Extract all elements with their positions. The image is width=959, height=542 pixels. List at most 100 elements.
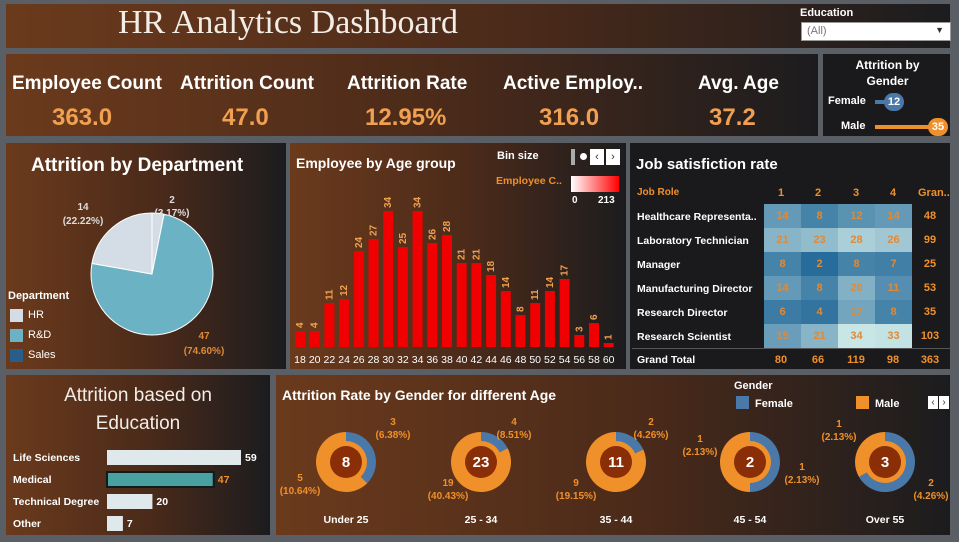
age-bar[interactable] [442,235,452,347]
heatmap-cell[interactable]: 2 [801,252,838,276]
gender-female-knob[interactable]: 12 [884,93,904,111]
age-bar[interactable] [544,291,555,347]
age-bar[interactable] [324,303,335,347]
legend-label-hr: HR [28,309,44,321]
heatmap-cell[interactable]: 15 [764,324,801,348]
age-bar[interactable] [368,239,379,347]
age-bar[interactable] [603,343,614,347]
education-panel: Attrition based on Education Life Scienc… [6,375,270,535]
education-bar[interactable] [106,471,215,488]
age-bar[interactable] [353,251,364,347]
age-tick-label: 24 [338,354,350,366]
age-bar[interactable] [339,299,350,347]
heatmap-cell[interactable]: 7 [875,252,912,276]
donut-total-label: 23 [473,454,490,471]
heatmap-cell[interactable]: 4 [801,300,838,324]
age-bar[interactable] [530,303,541,347]
gender-age-title: Attrition Rate by Gender for different A… [282,387,557,403]
donut-female-pct-label: (2.13%) [682,447,717,458]
heatmap-cell[interactable]: 14 [764,204,801,228]
heatmap-cell[interactable]: 8 [764,252,801,276]
heatmap-row-label: Manager [637,259,681,271]
bin-size-slider-track[interactable] [571,149,575,165]
age-bar[interactable] [574,335,585,347]
education-bar[interactable] [107,516,123,531]
age-bar-value-label: 17 [560,264,571,276]
heatmap-row-label: Research Scientist [637,331,731,343]
heatmap-row-label: Healthcare Representa.. [637,211,757,223]
donut-female-pct-label: (4.26%) [633,430,668,441]
heatmap-cell[interactable]: 14 [764,276,801,300]
education-category-label: Technical Degree [13,496,99,508]
age-bar[interactable] [309,331,320,347]
attrition-gender-panel: Attrition by Gender Female 12 Male 35 [823,54,950,136]
pie-slice-rd[interactable] [90,213,214,336]
legend-prev-icon[interactable]: ‹ [928,396,938,409]
grand-total-value: 66 [811,354,825,366]
job-satisfaction-heatmap: 14 8 12 14 21 23 28 26 8 2 8 7 14 8 20 11 6 4 17 8 15 21 34 33 [764,204,912,348]
header-panel [6,4,950,48]
kpi-active-employees-label: Active Employ.. [503,73,644,94]
heatmap-cell[interactable]: 6 [764,300,801,324]
heatmap-cell[interactable]: 21 [764,228,801,252]
heatmap-cell[interactable]: 8 [801,276,838,300]
grand-total-value: 80 [774,354,788,366]
pie-label-hr-value: 2 [169,195,175,206]
heatmap-cell[interactable]: 14 [875,204,912,228]
bin-size-slider-knob[interactable] [580,153,587,160]
heatmap-cell[interactable]: 26 [875,228,912,252]
age-bar[interactable] [427,243,438,347]
heatmap-cell[interactable]: 8 [875,300,912,324]
age-bar[interactable] [471,263,482,347]
heatmap-cell[interactable]: 33 [875,324,912,348]
heatmap-cell[interactable]: 8 [838,252,875,276]
education-bar[interactable] [107,450,241,465]
age-bar[interactable] [486,275,497,347]
age-bar[interactable] [559,279,570,347]
pie-slice-sales[interactable] [91,212,153,275]
age-bar-value-label: 27 [369,224,380,236]
age-bar-value-label: 1 [604,334,615,340]
donut-male-pct-label: (10.64%) [280,486,321,497]
age-bar[interactable] [500,291,511,347]
age-bar-value-label: 26 [427,228,438,240]
heatmap-cell[interactable]: 20 [838,276,875,300]
gender-male-label: Male [841,120,866,132]
age-bar[interactable] [295,331,305,347]
age-tick-label: 32 [397,354,409,366]
education-bar[interactable] [107,494,153,509]
age-bar[interactable] [383,211,394,347]
heatmap-cell[interactable]: 8 [801,204,838,228]
age-bar[interactable] [589,323,599,347]
donut-total-label: 2 [746,454,754,471]
donut-female-pct-label: (4.26%) [913,491,948,502]
legend-next-icon[interactable]: › [939,396,949,409]
education-filter-dropdown[interactable]: (All) ▼ [801,22,951,41]
gender-male-knob[interactable]: 35 [928,118,948,136]
attrition-gender-title: Attrition by Gender [855,58,920,87]
heatmap-cell[interactable]: 12 [838,204,875,228]
age-bar[interactable] [412,211,423,347]
heatmap-cell[interactable]: 23 [801,228,838,252]
age-tick-label: 26 [353,354,365,366]
age-bar[interactable] [397,247,408,347]
age-bar[interactable] [456,263,467,347]
pie-label-hr-pct: (3.17%) [154,208,189,219]
age-group-bar-chart: 4184201122122424262728343025323434263628… [294,196,615,366]
pie-label-rd-value: 47 [198,331,210,342]
pie-label-sales-value: 14 [77,202,89,213]
heatmap-cell[interactable]: 11 [875,276,912,300]
kpi-employee-count-value: 363.0 [52,104,113,131]
heatmap-cell[interactable]: 28 [838,228,875,252]
department-title: Attrition by Department [31,155,244,176]
legend-label-male: Male [875,398,900,410]
heatmap-cell[interactable]: 17 [838,300,875,324]
chevron-right-icon[interactable]: › [606,149,620,165]
job-role-header: Job Role [637,187,680,198]
education-bar-chart: Life Sciences 59 Medical 47 Technical Degree… [13,450,257,531]
heatmap-cell[interactable]: 34 [838,324,875,348]
age-tick-label: 54 [559,354,571,366]
age-bar[interactable] [515,315,526,347]
chevron-left-icon[interactable]: ‹ [590,149,604,165]
heatmap-cell[interactable]: 21 [801,324,838,348]
